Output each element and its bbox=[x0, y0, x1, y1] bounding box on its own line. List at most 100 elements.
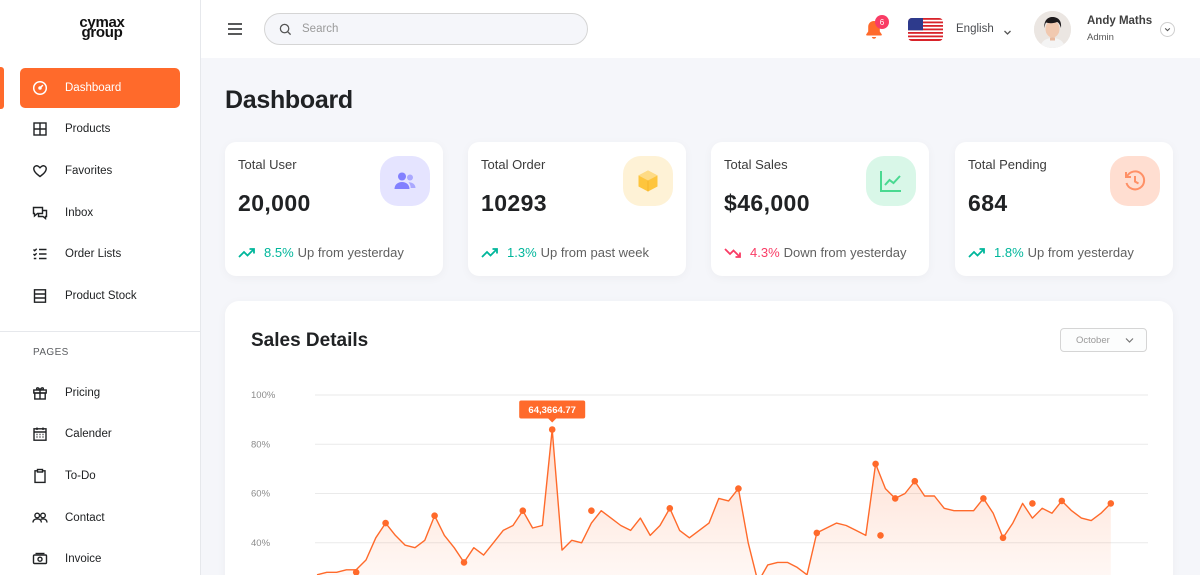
user-name: Andy Maths bbox=[1087, 15, 1153, 27]
sidebar-item-label: Calender bbox=[65, 428, 112, 441]
stat-card-value: 10293 bbox=[481, 190, 547, 216]
month-dropdown[interactable]: October bbox=[1060, 328, 1147, 352]
trend-text: Up from yesterday bbox=[297, 245, 404, 260]
chevron-down-icon[interactable] bbox=[1003, 24, 1012, 35]
invoice-icon bbox=[32, 551, 48, 567]
trend-text: Up from yesterday bbox=[1027, 245, 1134, 260]
chart-data-point[interactable] bbox=[877, 532, 884, 539]
chat-icon bbox=[32, 205, 48, 221]
stat-card-trend: 8.5% Up from yesterday bbox=[238, 245, 404, 260]
sidebar-item-contact[interactable]: Contact bbox=[0, 497, 200, 539]
sidebar-item-to-do[interactable]: To-Do bbox=[0, 455, 200, 497]
trend-percent: 1.8% bbox=[994, 245, 1024, 260]
brand-logo[interactable]: cymax group bbox=[72, 14, 132, 41]
search-bar[interactable] bbox=[264, 13, 588, 45]
sidebar-item-inbox[interactable]: Inbox bbox=[0, 192, 200, 234]
trend-text: Down from yesterday bbox=[783, 245, 907, 260]
stat-card-total-sales: Total Sales $46,000 4.3% Down from yeste… bbox=[711, 142, 929, 276]
chart-data-point[interactable] bbox=[382, 519, 389, 527]
trend-up-icon bbox=[238, 247, 255, 258]
avatar[interactable] bbox=[1034, 11, 1071, 48]
chevron-down-icon bbox=[1125, 338, 1134, 343]
search-input[interactable] bbox=[302, 23, 562, 35]
chart-data-point[interactable] bbox=[813, 529, 821, 537]
chart-data-point[interactable] bbox=[588, 507, 595, 514]
stat-card-total-order: Total Order 10293 1.3% Up from past week bbox=[468, 142, 686, 276]
chart-tooltip-label: 64,3664.77 bbox=[528, 405, 576, 416]
trend-percent: 8.5% bbox=[264, 245, 294, 260]
stat-card-title: Total Sales bbox=[724, 157, 788, 172]
chart-data-point[interactable] bbox=[431, 512, 438, 519]
profile-dropdown-icon[interactable] bbox=[1160, 22, 1175, 37]
chart-data-point[interactable] bbox=[460, 559, 468, 566]
trend-up-icon bbox=[968, 247, 985, 258]
sidebar-item-label: Products bbox=[65, 123, 111, 136]
chart-data-point[interactable] bbox=[1058, 497, 1066, 505]
sales-chart: 100% 80% 60% 40% 64,3664.77 bbox=[251, 390, 1148, 575]
chart-y-tick-label: 100% bbox=[251, 390, 276, 401]
sidebar-item-favorites[interactable]: Favorites bbox=[0, 150, 200, 192]
chart-data-point[interactable] bbox=[911, 477, 919, 485]
us-flag-icon[interactable] bbox=[908, 18, 943, 41]
sidebar-item-label: Inbox bbox=[65, 206, 94, 219]
chart-data-point[interactable] bbox=[735, 485, 742, 492]
chart-data-point[interactable] bbox=[666, 505, 674, 512]
trend-text: Up from past week bbox=[540, 245, 650, 260]
sidebar-item-label: Invoice bbox=[65, 553, 102, 566]
sidebar-item-invoice[interactable]: Invoice bbox=[0, 538, 200, 575]
clock-icon bbox=[1110, 156, 1160, 206]
chart-data-point[interactable] bbox=[1107, 500, 1115, 507]
stat-card-total-pending: Total Pending 684 1.8% Up from yesterday bbox=[955, 142, 1173, 276]
sidebar-item-label: Contact bbox=[65, 511, 105, 524]
language-selector[interactable]: English bbox=[956, 23, 994, 35]
sidebar-item-label: Product Stock bbox=[65, 289, 137, 302]
chart-tooltip: 64,3664.77 bbox=[519, 400, 586, 423]
sidebar-divider bbox=[0, 331, 200, 332]
users-icon bbox=[380, 156, 430, 206]
top-header: 6 English Andy Maths Admin bbox=[201, 0, 1200, 58]
chart-data-point[interactable] bbox=[872, 460, 879, 468]
sidebar-nav: Dashboard Products Favorites Inbox Order… bbox=[0, 67, 200, 317]
stat-card-title: Total Pending bbox=[968, 157, 1047, 172]
calendar-icon bbox=[32, 426, 48, 442]
sidebar-item-calender[interactable]: Calender bbox=[0, 414, 200, 456]
sidebar-pages-nav: Pricing Calender To-Do Contact Invoice bbox=[0, 372, 200, 575]
chart-y-tick-label: 60% bbox=[251, 489, 271, 500]
gift-icon bbox=[32, 385, 48, 401]
sidebar-item-label: Favorites bbox=[65, 164, 113, 177]
brand-logo-line1: cymax bbox=[79, 14, 125, 31]
search-icon bbox=[279, 23, 292, 35]
chart-data-point[interactable] bbox=[980, 495, 987, 502]
checklist-icon bbox=[32, 246, 48, 262]
clipboard-icon bbox=[32, 468, 48, 484]
month-dropdown-value: October bbox=[1076, 334, 1110, 346]
box-icon bbox=[623, 156, 673, 206]
chart-data-point[interactable] bbox=[891, 495, 899, 502]
stat-card-value: $46,000 bbox=[724, 190, 810, 216]
users-icon bbox=[32, 510, 48, 526]
sidebar-item-dashboard[interactable]: Dashboard bbox=[0, 67, 200, 109]
sidebar: cymax group Dashboard Products Favorites bbox=[0, 0, 201, 575]
chart-data-point[interactable] bbox=[548, 426, 556, 433]
brand-logo-line2: group bbox=[81, 24, 123, 41]
chart-y-tick-label: 40% bbox=[251, 538, 271, 549]
page-title: Dashboard bbox=[225, 86, 353, 114]
trend-percent: 4.3% bbox=[750, 245, 780, 260]
stack-icon bbox=[32, 288, 48, 304]
chart-data-point[interactable] bbox=[519, 507, 527, 514]
stat-card-title: Total User bbox=[238, 157, 297, 172]
chart-data-point[interactable] bbox=[352, 569, 360, 575]
chart-series-line bbox=[316, 428, 1112, 575]
chart-data-point[interactable] bbox=[1029, 500, 1036, 507]
sidebar-item-pricing[interactable]: Pricing bbox=[0, 372, 200, 414]
sidebar-item-product-stock[interactable]: Product Stock bbox=[0, 275, 200, 317]
trend-up-icon bbox=[481, 247, 498, 258]
chart-data-point[interactable] bbox=[999, 534, 1007, 542]
sidebar-item-products[interactable]: Products bbox=[0, 109, 200, 151]
notification-badge: 6 bbox=[875, 15, 889, 29]
sidebar-item-label: Order Lists bbox=[65, 248, 122, 261]
sidebar-item-order-lists[interactable]: Order Lists bbox=[0, 233, 200, 275]
sales-details-title: Sales Details bbox=[251, 330, 369, 351]
stat-card-title: Total Order bbox=[481, 157, 546, 172]
hamburger-menu-icon[interactable] bbox=[227, 22, 243, 36]
